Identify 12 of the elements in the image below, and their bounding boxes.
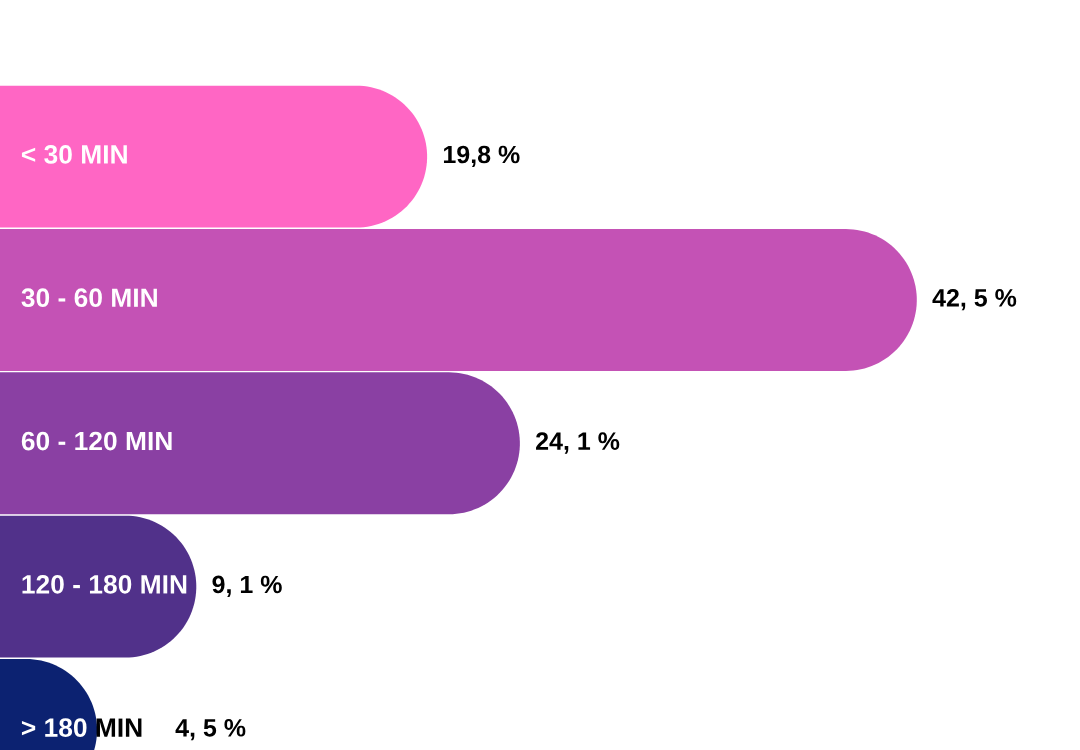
y-tick-label: 60 - 120 MIN <box>21 431 172 451</box>
data-label: 9, 1 % <box>212 575 282 597</box>
bar <box>0 229 917 371</box>
y-tick-label: 120 - 180 MIN <box>22 575 187 594</box>
y-tick-label: < 30 MIN <box>21 145 127 164</box>
data-label: 24, 1 % <box>536 432 620 454</box>
bar <box>0 85 428 228</box>
data-label: 42, 5 % <box>932 288 1017 311</box>
bar <box>0 372 520 515</box>
y-tick-label: 30 - 60 MIN <box>21 288 157 308</box>
data-label: 4, 5 % <box>175 719 246 741</box>
data-label: 19,8 % <box>443 145 520 167</box>
